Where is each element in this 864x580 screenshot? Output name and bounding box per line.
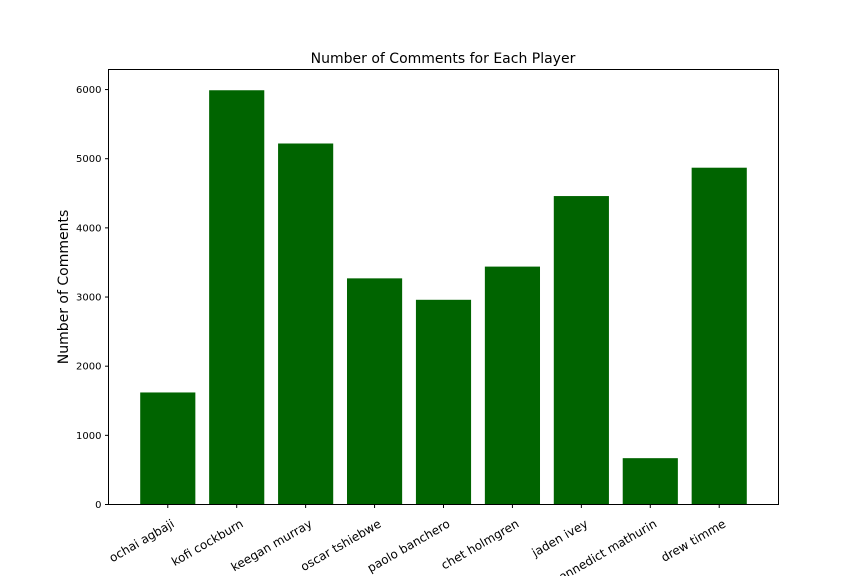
y-axis-label: Number of Comments bbox=[56, 210, 72, 365]
y-tick-label: 3000 bbox=[76, 293, 101, 304]
bar-kofi-cockburn bbox=[209, 90, 265, 505]
plot-area-frame bbox=[108, 69, 779, 505]
y-tick-label: 4000 bbox=[76, 223, 101, 234]
y-tick-label: 6000 bbox=[76, 85, 101, 96]
bar-jaden-ivey bbox=[553, 196, 609, 505]
y-tick-label: 5000 bbox=[76, 154, 101, 165]
bar-chet-holmgren bbox=[484, 266, 541, 505]
bar-ochai-agbaji bbox=[140, 392, 196, 505]
bars-group bbox=[140, 90, 747, 505]
bar-keegan-murray bbox=[278, 143, 334, 505]
chart-title: Number of Comments for Each Player bbox=[311, 51, 576, 67]
y-axis: 0 1000 2000 3000 4000 5000 6000 bbox=[76, 85, 109, 511]
y-tick-label: 0 bbox=[95, 500, 101, 511]
bar-oscar-tshiebwe bbox=[346, 278, 403, 505]
bar-drew-timme bbox=[691, 167, 747, 505]
y-tick-label: 2000 bbox=[76, 362, 101, 373]
bar-bennedict-mathurin bbox=[622, 458, 678, 505]
bar-paolo-banchero bbox=[415, 299, 472, 505]
y-tick-label: 1000 bbox=[76, 431, 101, 442]
